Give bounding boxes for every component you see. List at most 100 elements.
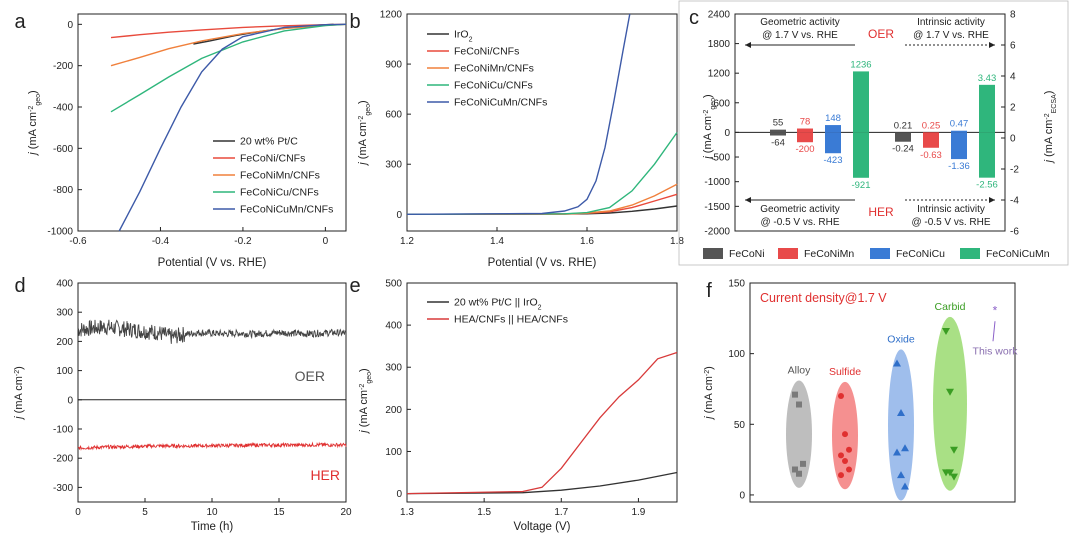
data-point [838,472,844,479]
data-point [901,444,909,452]
y-tick-label: 300 [56,308,73,319]
y-tick-label: 1200 [380,10,403,21]
annotation-int-oer: @ 1.7 V vs. RHE [913,30,989,41]
annotation-geo-oer: Geometric activity [760,17,839,28]
x-tick-label: 0 [75,507,81,518]
data-point [897,408,905,416]
x-tick-label: 1.5 [477,507,491,518]
annotation-int-oer: Intrinsic activity [917,17,985,28]
y-tick-label: 2400 [708,10,731,21]
panel-c: -2000-1500-1000-5000600120018002400-6-4-… [678,0,1069,266]
legend-entry: FeCoNiMn/CNFs [454,63,534,75]
group-label-alloy: Alloy [788,364,812,376]
bar-geometric-oer [770,129,786,133]
bar-value-label: -64 [771,138,785,149]
y-tick-label: -100 [53,425,73,436]
y-tick-label: -1500 [704,202,730,213]
x-tick-label: -0.2 [234,236,252,247]
panel-f: 0 50 100 150 j (mA cm-2) f Current density@1.7… [703,279,1018,503]
bar-value-label: -0.63 [920,150,942,161]
plot-frame [77,13,347,232]
y-tick-label: 300 [385,160,402,171]
her-label: HER [310,467,340,483]
oer-label: OER [295,368,325,384]
her-label: HER [868,205,894,219]
x-tick-label: 1.2 [400,236,414,247]
oer-label: OER [868,27,894,41]
bar-value-label: -1.36 [948,161,970,172]
bar-geometric-her [825,132,841,154]
chart-title: Current density@1.7 V [760,291,887,305]
panel-letter: c [689,7,699,29]
y-tick-label: -1000 [47,227,73,238]
y-tick-label: 400 [385,321,402,332]
legend-entry: FeCoNiCuMn/CNFs [240,204,333,216]
y-tick-label: 100 [56,366,73,377]
y-tick-label: 900 [385,60,402,71]
x-axis-label: Voltage (V) [514,521,571,533]
bar-value-label: 148 [825,113,841,124]
y-tick-label: -400 [53,103,73,114]
data-point [901,482,909,490]
bar-intrinsic-oer [951,130,967,133]
bar-geometric-oer [853,71,869,133]
annotation-int-her: Intrinsic activity [917,204,985,215]
bar-value-label: -0.24 [892,144,914,155]
legend-entry: FeCoNi/CNFs [240,153,305,165]
y-tick-label: 150 [728,279,745,290]
y-tick-label: 200 [385,405,402,416]
y-axis-label: j (mA cm-2) [703,366,715,421]
this-work-label: This work [973,345,1019,357]
group-ellipse-oxide [888,349,914,501]
y-tick-label: -300 [53,483,73,494]
group-label-sulfide: Sulfide [829,366,861,378]
y-tick-label: 100 [385,447,402,458]
data-point [792,466,798,473]
y2-axis-label: j (mA cm-2ECSA) [1043,91,1058,165]
bar-geometric-her [770,132,786,136]
data-point [846,466,852,473]
y-tick-label: 0 [67,395,73,406]
legend-entry: FeCoNiCuMn/CNFs [454,97,547,109]
data-point [796,401,802,408]
y-tick-label: 600 [385,110,402,121]
legend-swatch [960,248,980,259]
x-tick-label: 1.9 [631,507,645,518]
group-ellipse-carbid [933,316,967,491]
bar-value-label: 55 [773,118,784,129]
arrowhead [989,42,995,48]
x-tick-label: 15 [273,507,285,518]
data-point [946,388,954,396]
x-axis-label: Potential (V vs. RHE) [488,257,597,269]
y-axis-label: j (mA cm-2geo) [357,100,372,166]
group-label-oxide: Oxide [887,333,915,345]
y-tick-label: 300 [385,363,402,374]
x-tick-label: -0.6 [69,236,87,247]
legend-swatch [870,248,890,259]
x-tick-label: 1.7 [554,507,568,518]
bar-value-label: -2.56 [976,180,998,191]
bar-value-label: 0.47 [950,119,969,130]
data-point [942,328,950,336]
y-tick-label: 100 [728,349,745,360]
arrowhead [745,197,751,203]
bar-geometric-oer [825,125,841,133]
this-work-arrow [992,321,996,342]
group-label-carbid: Carbid [935,301,966,313]
x-axis-label: Time (h) [191,521,234,533]
legend-entry: FeCoNiCu [896,248,945,260]
y-axis-label: j (mA cm-2geo) [702,94,717,160]
legend-entry: HEA/CNFs || HEA/CNFs [454,314,568,326]
bar-intrinsic-her [979,132,995,178]
arrowhead [989,197,995,203]
legend-entry: FeCoNi/CNFs [454,46,519,58]
annotation-geo-oer: @ 1.7 V vs. RHE [762,30,838,41]
x-tick-label: 10 [206,507,218,518]
y-tick-label: -2000 [704,227,730,238]
y-axis-label: j (mA cm-2geo) [27,90,42,156]
y-tick-label: -4 [1010,196,1019,207]
panel-letter: b [349,11,360,33]
annotation-int-her: @ -0.5 V vs. RHE [911,217,990,228]
x-tick-label: 1.6 [580,236,594,247]
legend-swatch [778,248,798,259]
